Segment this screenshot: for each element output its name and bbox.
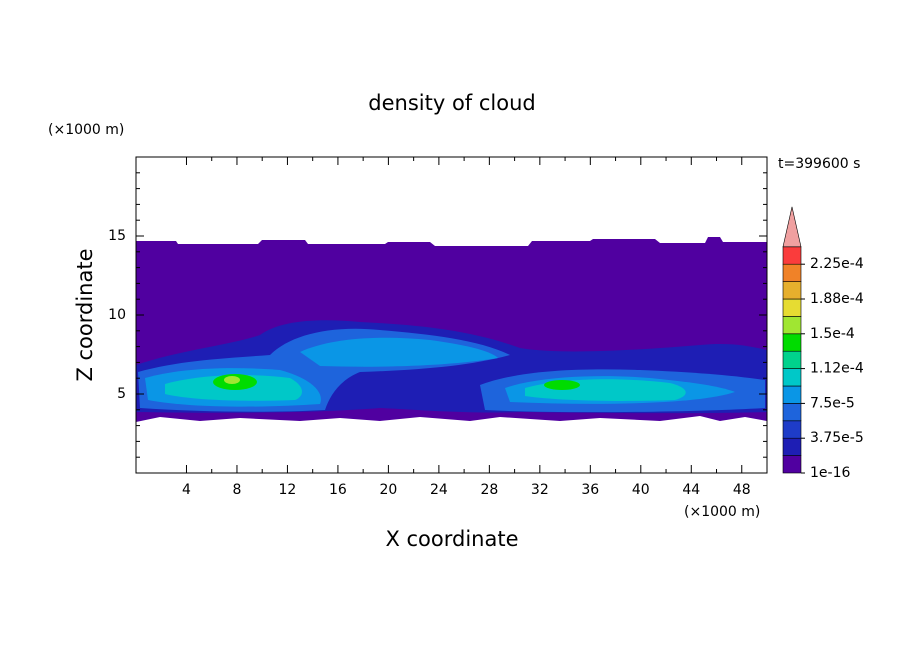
x-tick-label: 12	[279, 482, 297, 498]
x-tick-label: 28	[480, 482, 498, 498]
chart-title: density of cloud	[368, 91, 535, 115]
colorbar-box	[782, 246, 802, 265]
colorbar-over-triangle	[782, 206, 802, 248]
x-tick-label: 40	[632, 482, 650, 498]
y-tick-label: 10	[108, 307, 126, 323]
y-axis-title: Z coordinate	[73, 248, 97, 381]
x-tick-label: 4	[182, 482, 191, 498]
y-tick-label: 15	[108, 228, 126, 244]
colorbar-box	[782, 437, 802, 456]
colorbar-label: 1.12e-4	[810, 361, 864, 377]
x-tick-label: 20	[379, 482, 397, 498]
colorbar-box	[782, 368, 802, 387]
colorbar-label: 1.5e-4	[810, 326, 855, 342]
field-region	[544, 380, 580, 390]
colorbar-box	[782, 350, 802, 369]
x-tick-label: 16	[329, 482, 347, 498]
colorbar-label: 1e-16	[810, 465, 850, 481]
x-axis-title: X coordinate	[385, 527, 518, 551]
colorbar-box	[782, 455, 802, 474]
x-tick-label: 44	[682, 482, 700, 498]
field-region	[224, 376, 240, 384]
colorbar-box	[782, 333, 802, 352]
y-unit: (×1000 m)	[48, 122, 124, 138]
x-tick-label: 36	[581, 482, 599, 498]
y-tick-label: 5	[117, 386, 126, 402]
colorbar-label: 7.5e-5	[810, 395, 855, 411]
x-tick-label: 32	[531, 482, 549, 498]
x-tick-label: 48	[733, 482, 751, 498]
colorbar-box	[782, 281, 802, 300]
time-label: t=399600 s	[778, 156, 860, 172]
colorbar-label: 3.75e-5	[810, 430, 864, 446]
colorbar-label: 1.88e-4	[810, 291, 864, 307]
x-tick-label: 24	[430, 482, 448, 498]
colorbar-box	[782, 403, 802, 422]
contour-field	[136, 237, 767, 422]
colorbar-box	[782, 316, 802, 335]
x-unit: (×1000 m)	[684, 504, 760, 520]
colorbar-box	[782, 385, 802, 404]
field-region	[300, 337, 498, 367]
colorbar-label: 2.25e-4	[810, 256, 864, 272]
colorbar-box	[782, 263, 802, 282]
colorbar-box	[782, 298, 802, 317]
colorbar-box	[782, 420, 802, 439]
x-tick-label: 8	[232, 482, 241, 498]
